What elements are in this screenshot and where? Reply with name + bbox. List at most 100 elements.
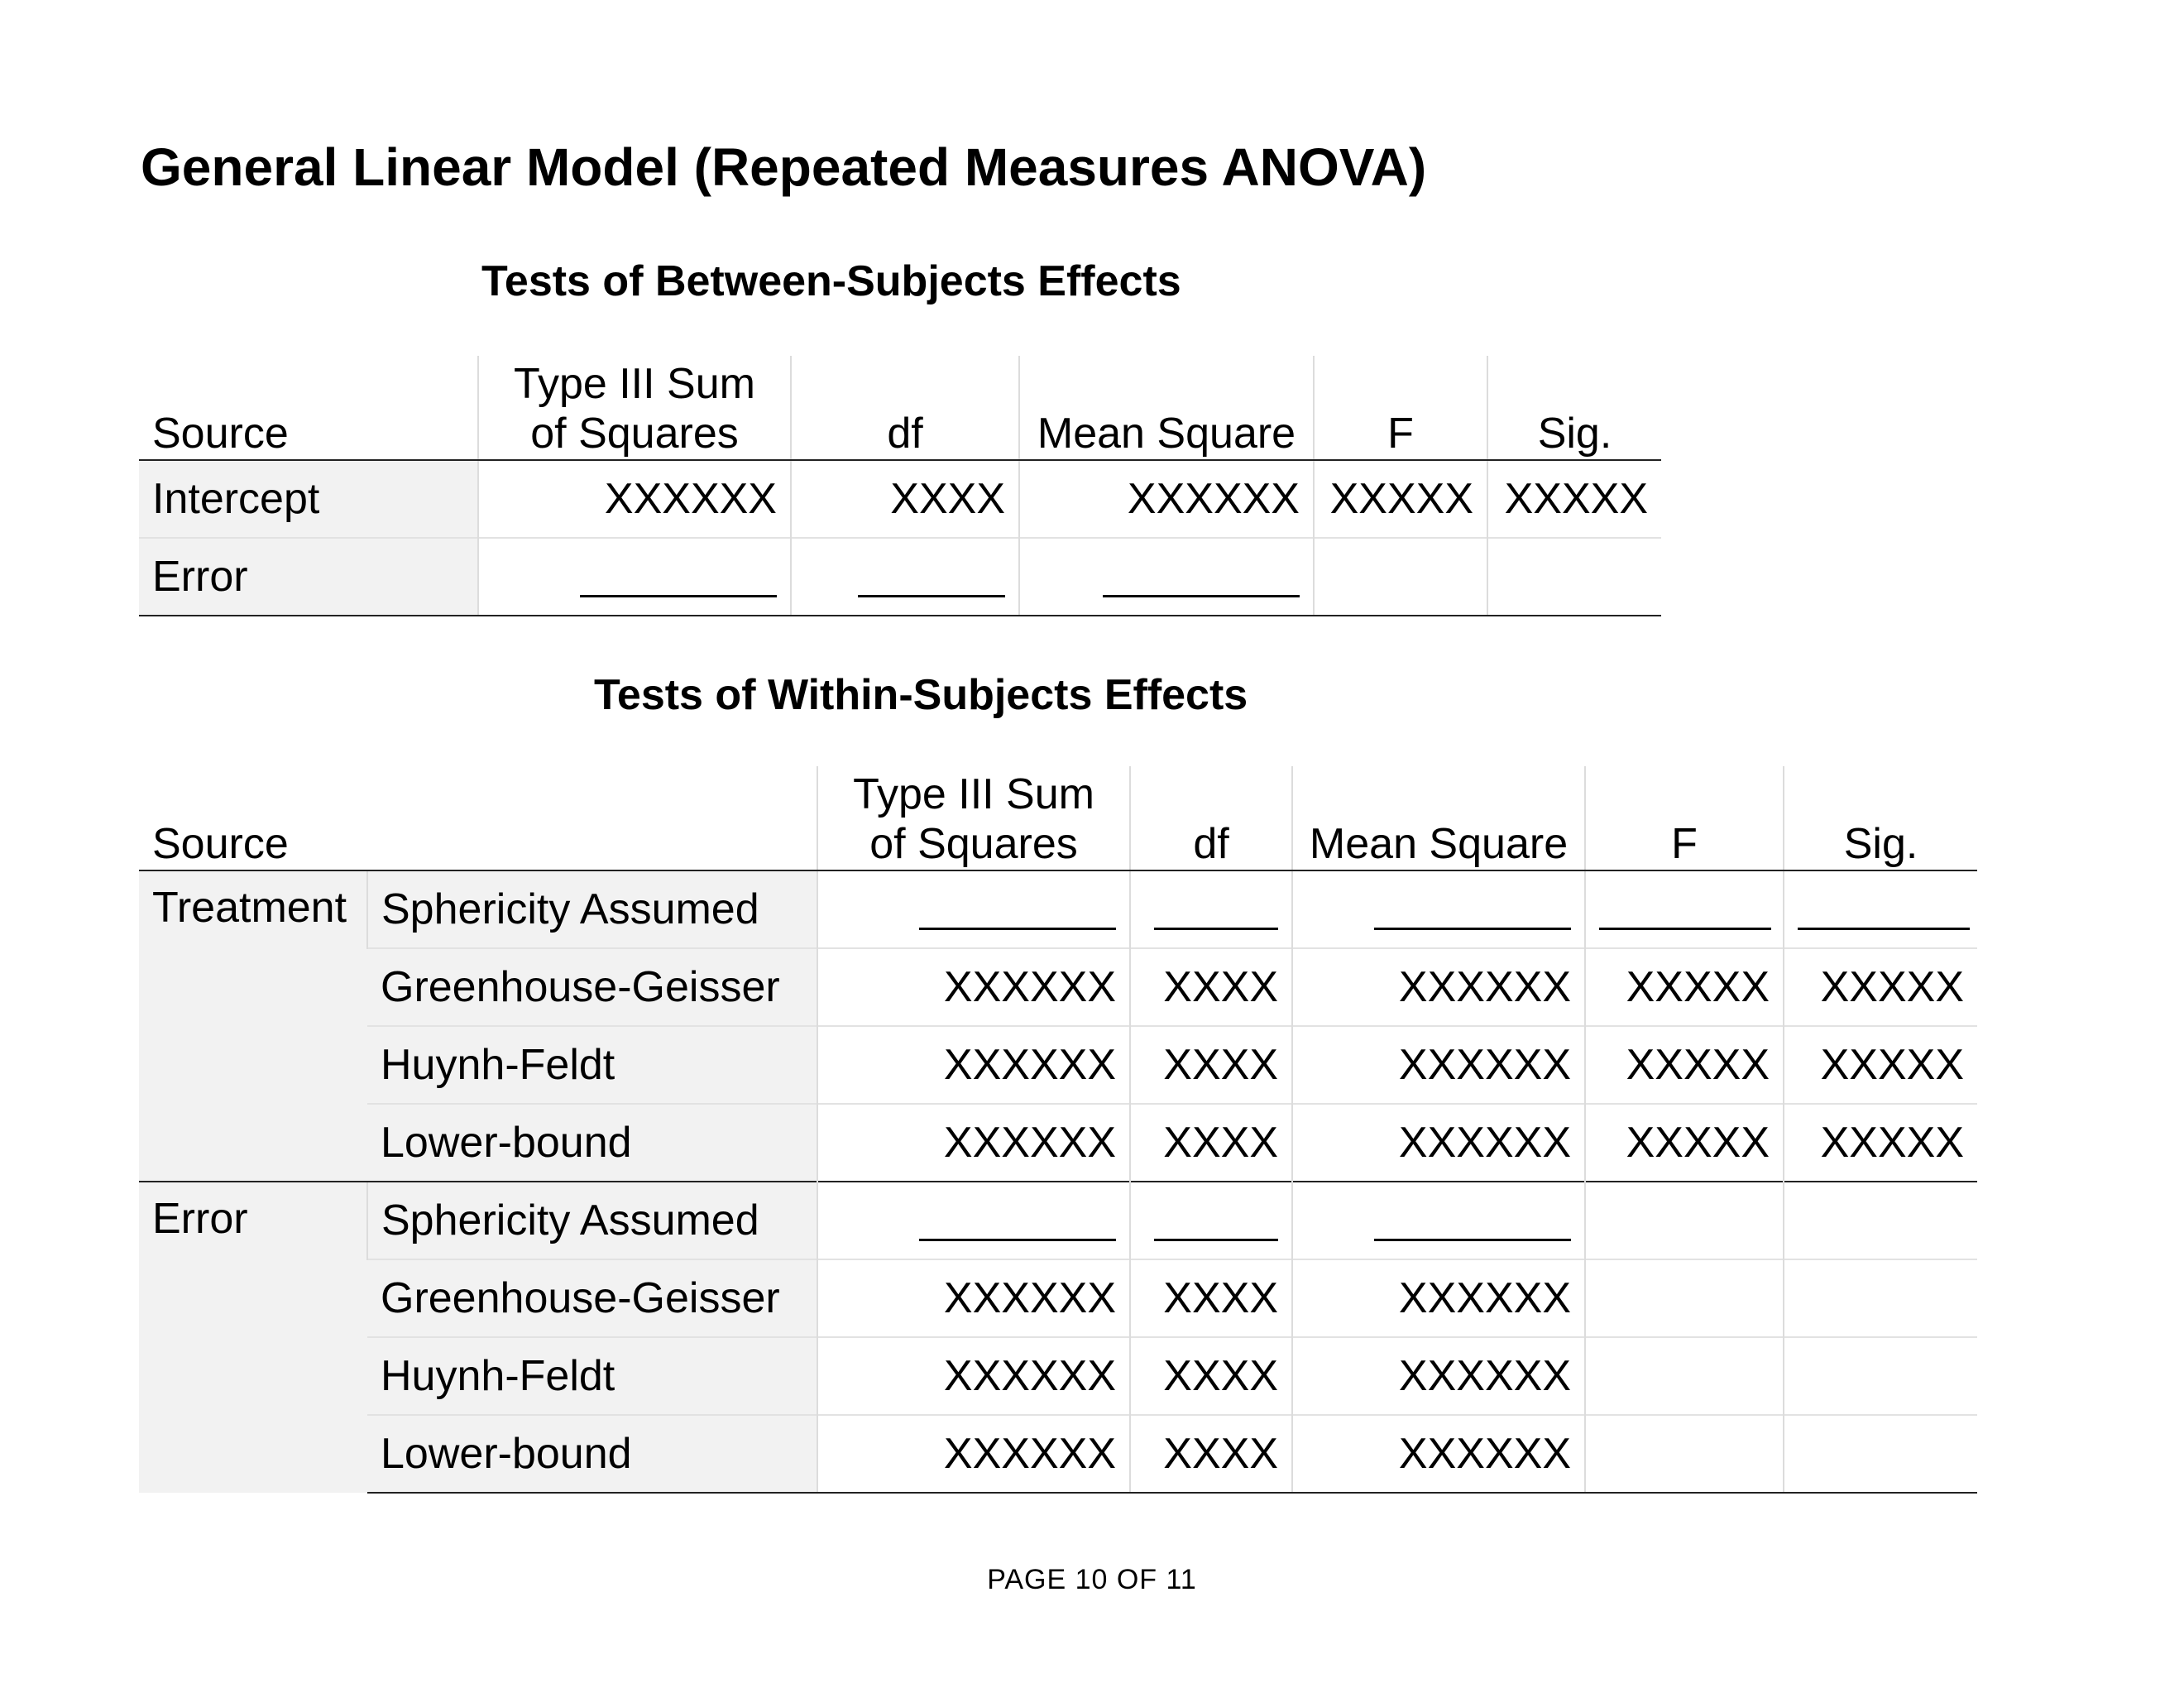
cell-mean-square: XXXXXX: [1018, 460, 1314, 538]
table-row: Greenhouse-Geisser XXXXXX XXXX XXXXXX: [139, 1259, 1978, 1337]
cell-df-blank: [1129, 1181, 1293, 1259]
cell-df-blank: [790, 537, 1019, 616]
fill-in-blank: [1154, 894, 1279, 930]
table-row: Error: [139, 537, 1661, 616]
table-row: Huynh-Feldt XXXXXX XXXX XXXXXX XXXXX XXX…: [139, 1025, 1978, 1104]
cell-sum-of-squares: XXXXXX: [817, 947, 1131, 1026]
fill-in-blank: [1154, 1206, 1279, 1241]
column-header-f: F: [1313, 356, 1487, 461]
fill-in-blank: [1374, 1206, 1572, 1241]
fill-in-blank: [919, 1206, 1117, 1241]
cell-sig: [1783, 1259, 1978, 1337]
row-label: Greenhouse-Geisser: [367, 1259, 818, 1337]
row-label: Lower-bound: [367, 1414, 818, 1494]
cell-sig: XXXXX: [1783, 947, 1978, 1026]
header-line: of Squares: [530, 410, 739, 458]
fill-in-blank: [1599, 894, 1772, 930]
cell-sig: [1487, 537, 1661, 616]
cell-sum-of-squares-blank: [477, 537, 791, 616]
cell-mean-square: XXXXXX: [1291, 1103, 1586, 1182]
row-label: Intercept: [139, 460, 478, 538]
column-header-df: df: [1129, 766, 1293, 871]
cell-sum-of-squares-blank: [817, 870, 1131, 948]
cell-f: XXXXX: [1313, 460, 1487, 538]
cell-sig: [1783, 1336, 1978, 1415]
fill-in-blank: [1103, 562, 1300, 597]
table-row: Lower-bound XXXXXX XXXX XXXXXX XXXXX XXX…: [139, 1103, 1978, 1182]
cell-sum-of-squares: XXXXXX: [817, 1103, 1131, 1182]
cell-mean-square: XXXXXX: [1291, 1025, 1586, 1104]
between-subjects-table-title: Tests of Between-Subjects Effects: [481, 257, 1181, 305]
column-header-df: df: [790, 356, 1019, 461]
cell-mean-square: XXXXXX: [1291, 947, 1586, 1026]
fill-in-blank: [1374, 894, 1572, 930]
cell-mean-square: XXXXXX: [1291, 1414, 1586, 1494]
column-header-sum-of-squares: Type III Sum of Squares: [477, 356, 791, 461]
column-header-sig: Sig.: [1783, 766, 1978, 871]
cell-df: XXXX: [1129, 1414, 1293, 1494]
cell-f: XXXXX: [1584, 947, 1784, 1026]
column-header-sig: Sig.: [1487, 356, 1661, 461]
column-header-mean-square: Mean Square: [1291, 766, 1586, 871]
cell-df-blank: [1129, 870, 1293, 948]
row-label: Greenhouse-Geisser: [367, 947, 818, 1026]
page-number-footer: PAGE 10 OF 11: [987, 1564, 1197, 1595]
page-title: General Linear Model (Repeated Measures …: [141, 137, 1427, 197]
cell-sum-of-squares: XXXXXX: [817, 1025, 1131, 1104]
cell-f: [1584, 1259, 1784, 1337]
cell-sum-of-squares-blank: [817, 1181, 1131, 1259]
cell-sig: [1783, 1181, 1978, 1259]
table-row: Error Sphericity Assumed: [139, 1181, 1978, 1493]
table-row: Huynh-Feldt XXXXXX XXXX XXXXXX: [139, 1336, 1978, 1415]
cell-f: [1584, 1181, 1784, 1259]
cell-sum-of-squares: XXXXXX: [817, 1414, 1131, 1494]
cell-sum-of-squares: XXXXXX: [477, 460, 791, 538]
table-row: Lower-bound XXXXXX XXXX XXXXXX: [139, 1414, 1978, 1494]
row-label: Huynh-Feldt: [367, 1336, 818, 1415]
column-header-mean-square: Mean Square: [1018, 356, 1314, 461]
cell-f-blank: [1584, 870, 1784, 948]
fill-in-blank: [1798, 894, 1971, 930]
cell-mean-square-blank: [1291, 1181, 1586, 1259]
table-header-row: Source Type III Sum of Squares df Mean Sq…: [139, 356, 1661, 461]
cell-df: XXXX: [1129, 1259, 1293, 1337]
cell-mean-square-blank: [1018, 537, 1314, 616]
cell-sig: [1783, 1414, 1978, 1494]
between-subjects-table: Source Type III Sum of Squares df Mean Sq…: [139, 356, 1661, 616]
header-line: of Squares: [869, 820, 1078, 869]
cell-f: XXXXX: [1584, 1025, 1784, 1104]
column-header-source: Source: [139, 356, 478, 461]
cell-df: XXXX: [1129, 1025, 1293, 1104]
within-subjects-table-title: Tests of Within-Subjects Effects: [594, 671, 1248, 719]
cell-sig: XXXXX: [1487, 460, 1661, 538]
cell-sig: XXXXX: [1783, 1025, 1978, 1104]
cell-df: XXXX: [790, 460, 1019, 538]
cell-f: [1584, 1414, 1784, 1494]
group-label: Error: [139, 1181, 367, 1493]
table-row: Greenhouse-Geisser XXXXXX XXXX XXXXXX XX…: [139, 947, 1978, 1026]
cell-df: XXXX: [1129, 1336, 1293, 1415]
group-label: Treatment: [139, 870, 367, 1182]
table-header-row: Source Type III Sum of Squares df Mean Sq…: [139, 766, 1978, 871]
column-header-sum-of-squares: Type III Sum of Squares: [817, 766, 1131, 871]
cell-sum-of-squares: XXXXXX: [817, 1259, 1131, 1337]
row-label: Sphericity Assumed: [366, 1181, 818, 1259]
table-row: Intercept XXXXXX XXXX XXXXXX XXXXX XXXXX: [139, 460, 1661, 538]
within-subjects-table: Source Type III Sum of Squares df Mean Sq…: [139, 766, 1978, 1494]
cell-sig: XXXXX: [1783, 1103, 1978, 1182]
cell-f: XXXXX: [1584, 1103, 1784, 1182]
cell-mean-square: XXXXXX: [1291, 1336, 1586, 1415]
row-label: Error: [139, 537, 478, 616]
column-header-f: F: [1584, 766, 1784, 871]
cell-f: [1313, 537, 1487, 616]
header-line: Type III Sum: [853, 770, 1094, 819]
cell-df: XXXX: [1129, 1103, 1293, 1182]
row-label: Lower-bound: [367, 1103, 818, 1182]
row-label: Sphericity Assumed: [366, 870, 818, 948]
header-line: Type III Sum: [514, 360, 755, 409]
fill-in-blank: [858, 562, 1005, 597]
cell-f: [1584, 1336, 1784, 1415]
cell-sum-of-squares: XXXXXX: [817, 1336, 1131, 1415]
cell-mean-square-blank: [1291, 870, 1586, 948]
row-label: Huynh-Feldt: [367, 1025, 818, 1104]
